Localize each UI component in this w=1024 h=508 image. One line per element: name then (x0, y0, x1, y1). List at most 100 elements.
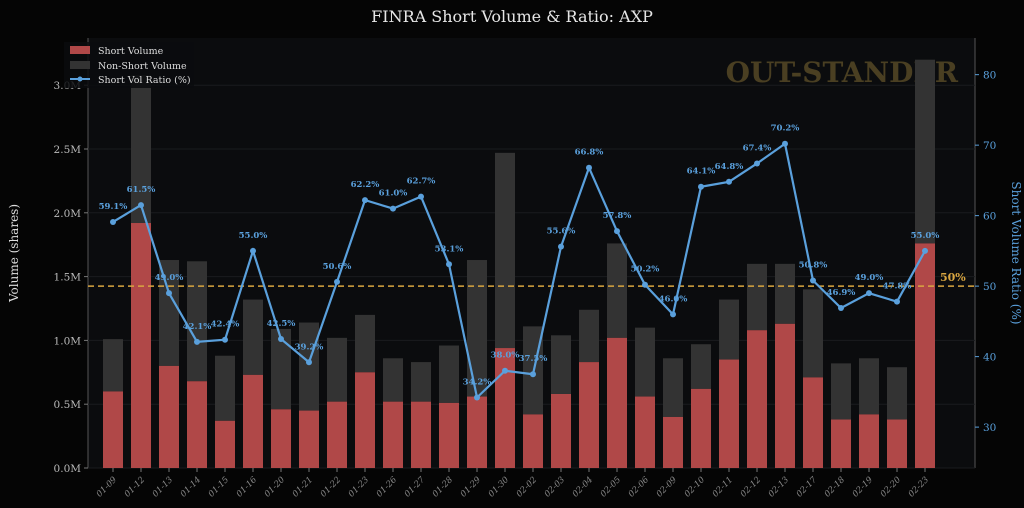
ratio-point (278, 336, 284, 342)
ratio-point (418, 193, 424, 200)
ratio-data-label: 64.8% (715, 162, 744, 172)
ratio-point (250, 247, 256, 254)
ratio-point (670, 311, 676, 318)
ratio-point (866, 290, 872, 297)
y2-tick-label: 50 (983, 281, 996, 293)
ratio-data-label: 57.8% (603, 211, 632, 221)
ratio-point (110, 218, 116, 225)
ratio-point (558, 243, 564, 250)
ratio-point (642, 281, 648, 288)
bar-nonshort-volume (439, 345, 459, 403)
bar-nonshort-volume (607, 243, 627, 338)
ratio-point (446, 261, 452, 268)
bar-nonshort-volume (383, 358, 403, 402)
ratio-data-label: 61.0% (379, 189, 408, 199)
ratio-point (894, 298, 900, 305)
ratio-data-label: 50.8% (799, 260, 828, 270)
bar-short-volume (523, 414, 543, 468)
bar-nonshort-volume (719, 299, 739, 360)
reference-line-label: 50% (940, 271, 966, 284)
y-tick-label: 2.5M (54, 144, 82, 156)
legend-label-ratio: Short Vol Ratio (%) (98, 75, 191, 86)
ratio-point (586, 164, 592, 171)
bar-short-volume (243, 374, 263, 468)
ratio-data-label: 42.1% (183, 322, 212, 332)
ratio-data-label: 42.5% (267, 319, 296, 329)
ratio-data-label: 61.5% (127, 185, 156, 195)
ratio-point (222, 336, 228, 343)
ratio-data-label: 38.0% (491, 351, 520, 361)
bar-short-volume (915, 243, 935, 468)
ratio-data-label: 50.2% (631, 265, 660, 275)
ratio-point (138, 202, 144, 209)
ratio-data-label: 46.0% (659, 294, 688, 304)
ratio-data-label: 66.8% (575, 148, 604, 158)
bar-nonshort-volume (411, 362, 431, 402)
bar-short-volume (831, 419, 851, 468)
y-tick-label: 0.5M (54, 399, 82, 411)
y2-tick-label: 70 (983, 140, 996, 152)
bar-short-volume (803, 377, 823, 468)
bar-nonshort-volume (131, 75, 151, 224)
bar-short-volume (691, 388, 711, 468)
bar-nonshort-volume (187, 261, 207, 382)
ratio-point (390, 205, 396, 212)
ratio-point (838, 304, 844, 311)
bar-short-volume (103, 391, 123, 468)
bar-short-volume (187, 381, 207, 468)
ratio-data-label: 55.0% (911, 231, 940, 241)
bar-short-volume (383, 401, 403, 468)
bar-short-volume (411, 401, 431, 468)
legend: Short Volume Non-Short Volume Short Vol … (64, 42, 194, 88)
ratio-point (698, 183, 704, 190)
bar-nonshort-volume (635, 327, 655, 397)
bar-nonshort-volume (299, 322, 319, 411)
bar-short-volume (495, 348, 515, 468)
ratio-data-label: 59.1% (99, 202, 128, 212)
bar-short-volume (299, 410, 319, 468)
bar-nonshort-volume (859, 358, 879, 415)
bar-short-volume (131, 223, 151, 468)
ratio-data-label: 49.0% (155, 273, 184, 283)
ratio-point (726, 178, 732, 185)
ratio-point (614, 228, 620, 235)
y-tick-label: 1.5M (54, 272, 82, 284)
bar-short-volume (719, 359, 739, 468)
bar-short-volume (607, 337, 627, 468)
ratio-point (502, 367, 508, 374)
bar-nonshort-volume (831, 363, 851, 420)
ratio-point (194, 338, 200, 345)
ratio-line (112, 141, 926, 400)
legend-swatch-short (70, 46, 90, 54)
bar-nonshort-volume (495, 152, 515, 349)
ratio-data-label: 62.2% (351, 180, 380, 190)
bar-nonshort-volume (243, 299, 263, 375)
ratio-point (810, 277, 816, 284)
ratio-data-label: 46.9% (827, 288, 856, 298)
legend-label-short: Short Volume (98, 46, 164, 57)
bar-short-volume (355, 372, 375, 468)
ratio-data-label: 67.4% (743, 143, 772, 153)
ratio-point (166, 290, 172, 297)
ratio-point (362, 197, 368, 204)
ratio-data-label: 55.6% (547, 227, 576, 237)
y2-axis-label: Short Volume Ratio (%) (1009, 181, 1023, 324)
bar-short-volume (663, 416, 683, 468)
legend-swatch-nonshort (70, 61, 90, 69)
bar-short-volume (579, 362, 599, 468)
y2-tick-label: 80 (983, 70, 996, 82)
chart-title: FINRA Short Volume & Ratio: AXP (371, 7, 653, 26)
bar-nonshort-volume (747, 263, 767, 331)
ratio-point (334, 278, 340, 285)
ratio-data-label: 42.4% (211, 320, 240, 330)
y2-tick-label: 40 (983, 352, 996, 364)
y2-tick-label: 30 (983, 422, 996, 434)
bar-short-volume (159, 365, 179, 468)
ratio-data-label: 39.2% (295, 342, 324, 352)
ratio-data-label: 70.2% (771, 124, 800, 134)
bar-nonshort-volume (803, 289, 823, 378)
bar-nonshort-volume (271, 328, 291, 410)
bar-nonshort-volume (551, 335, 571, 394)
bar-nonshort-volume (327, 337, 347, 402)
